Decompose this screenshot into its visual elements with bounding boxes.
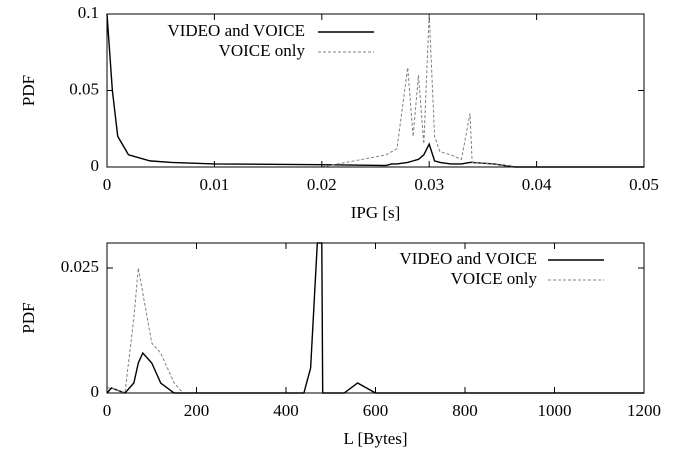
x-tick-label: 0 xyxy=(103,175,112,194)
legend-label: VIDEO and VOICE xyxy=(167,21,305,40)
y-tick-label: 0.05 xyxy=(69,79,99,98)
x-axis-label: IPG [s] xyxy=(351,203,401,222)
x-tick-label: 600 xyxy=(363,401,389,420)
series-line xyxy=(106,13,644,168)
legend-label: VIDEO and VOICE xyxy=(399,249,537,268)
y-axis-label: PDF xyxy=(19,75,38,106)
y-tick-label: 0 xyxy=(91,156,100,175)
x-tick-label: 0.01 xyxy=(200,175,230,194)
plot-frame xyxy=(106,13,645,168)
x-axis-label: L [Bytes] xyxy=(343,429,407,448)
y-tick-label: 0.1 xyxy=(78,3,99,22)
legend-label: VOICE only xyxy=(451,269,538,288)
x-tick-label: 0.04 xyxy=(522,175,552,194)
y-tick-label: 0.025 xyxy=(61,257,99,276)
x-tick-label: 200 xyxy=(184,401,210,420)
legend-label: VOICE only xyxy=(219,41,306,60)
x-tick-label: 400 xyxy=(273,401,299,420)
x-tick-label: 800 xyxy=(452,401,478,420)
series-line xyxy=(106,242,644,394)
series-line xyxy=(107,267,644,394)
y-axis-label: PDF xyxy=(19,302,38,333)
x-tick-label: 0 xyxy=(103,401,112,420)
x-tick-label: 1000 xyxy=(538,401,572,420)
x-tick-label: 0.02 xyxy=(307,175,337,194)
x-tick-label: 0.05 xyxy=(629,175,659,194)
x-tick-label: 0.03 xyxy=(414,175,444,194)
x-tick-label: 1200 xyxy=(627,401,661,420)
plot-frame xyxy=(106,242,645,394)
y-tick-label: 0 xyxy=(91,382,100,401)
